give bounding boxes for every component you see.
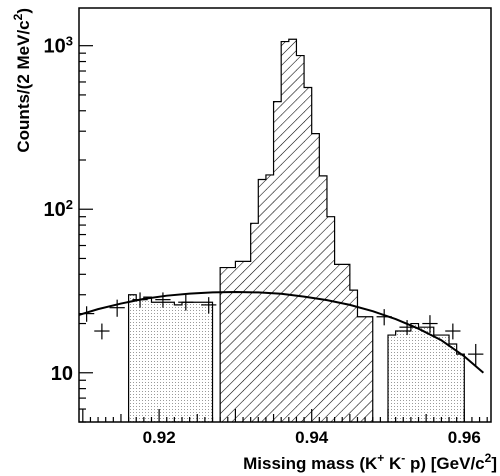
sideband-right-bin bbox=[403, 331, 412, 422]
signal-bin bbox=[243, 261, 252, 422]
sideband-left-bin bbox=[197, 302, 206, 422]
signal-bin bbox=[281, 41, 290, 422]
sideband-right-bin bbox=[456, 354, 465, 422]
signal-bin bbox=[311, 133, 320, 422]
y-tick-label: 102 bbox=[44, 197, 73, 222]
sideband-left-bin bbox=[128, 294, 137, 422]
x-axis: 0.92 0.94 0.96 bbox=[82, 409, 488, 447]
signal-outline bbox=[219, 38, 374, 422]
x-axis-title: Missing mass (K+ K- p) [GeV/c2] bbox=[243, 451, 497, 473]
signal-bin bbox=[326, 216, 335, 422]
data-point bbox=[468, 343, 484, 366]
y-tick-label: 103 bbox=[44, 33, 73, 58]
data-point bbox=[109, 299, 125, 317]
sideband-left-bin bbox=[151, 302, 160, 422]
plot-frame bbox=[78, 7, 492, 423]
data-point bbox=[399, 320, 415, 336]
data-point bbox=[422, 315, 438, 334]
y-axis: 10 102 103 bbox=[44, 33, 93, 423]
sideband-left-bin bbox=[136, 299, 145, 422]
sideband-right-histogram bbox=[387, 322, 465, 422]
signal-bin bbox=[342, 264, 351, 422]
signal-bin bbox=[288, 39, 297, 422]
signal-bin bbox=[334, 264, 343, 422]
signal-bin bbox=[227, 267, 236, 422]
y-tick-label: 10 bbox=[51, 363, 73, 385]
signal-bin bbox=[250, 223, 259, 422]
signal-bin bbox=[349, 290, 358, 422]
fit-curve-group bbox=[79, 290, 485, 374]
sideband-right-bin bbox=[395, 331, 404, 422]
data-point bbox=[155, 292, 171, 308]
signal-bin bbox=[365, 316, 374, 422]
sideband-right-bin bbox=[433, 335, 442, 422]
signal-bin bbox=[357, 316, 366, 422]
signal-histogram bbox=[219, 38, 374, 422]
data-point bbox=[178, 294, 194, 311]
fit-curve bbox=[79, 290, 485, 374]
sideband-right-bin bbox=[410, 323, 419, 422]
sideband-right-bin bbox=[388, 335, 397, 422]
sideband-left-bin bbox=[159, 302, 168, 422]
sideband-left-bin bbox=[189, 302, 198, 422]
sideband-left-bin bbox=[182, 302, 191, 422]
sideband-right-bin bbox=[449, 343, 458, 422]
signal-bin bbox=[296, 55, 305, 422]
sideband-left-histogram bbox=[127, 294, 214, 422]
signal-bin bbox=[235, 261, 244, 422]
x-tick-label: 0.94 bbox=[295, 428, 329, 447]
data-point bbox=[445, 323, 461, 340]
data-point bbox=[201, 297, 217, 314]
sideband-left-bin bbox=[174, 304, 183, 422]
x-tick-label: 0.92 bbox=[143, 428, 176, 447]
y-axis-title: Counts/(2 MeV/c2) bbox=[11, 8, 33, 153]
sideband-left-bin bbox=[143, 297, 152, 422]
signal-bin bbox=[273, 101, 282, 422]
sideband-right-bin bbox=[426, 327, 435, 422]
signal-bin bbox=[220, 267, 229, 422]
sideband-left-bin bbox=[204, 302, 213, 422]
x-tick-label: 0.96 bbox=[448, 428, 481, 447]
data-point bbox=[94, 323, 110, 340]
signal-bin bbox=[304, 87, 313, 422]
sideband-right-bin bbox=[418, 327, 427, 422]
sideband-right-bin bbox=[441, 335, 450, 422]
sideband-right-outline bbox=[387, 322, 465, 422]
sideband-left-bin bbox=[166, 302, 175, 422]
signal-bin bbox=[265, 174, 274, 422]
signal-bin bbox=[258, 179, 267, 422]
